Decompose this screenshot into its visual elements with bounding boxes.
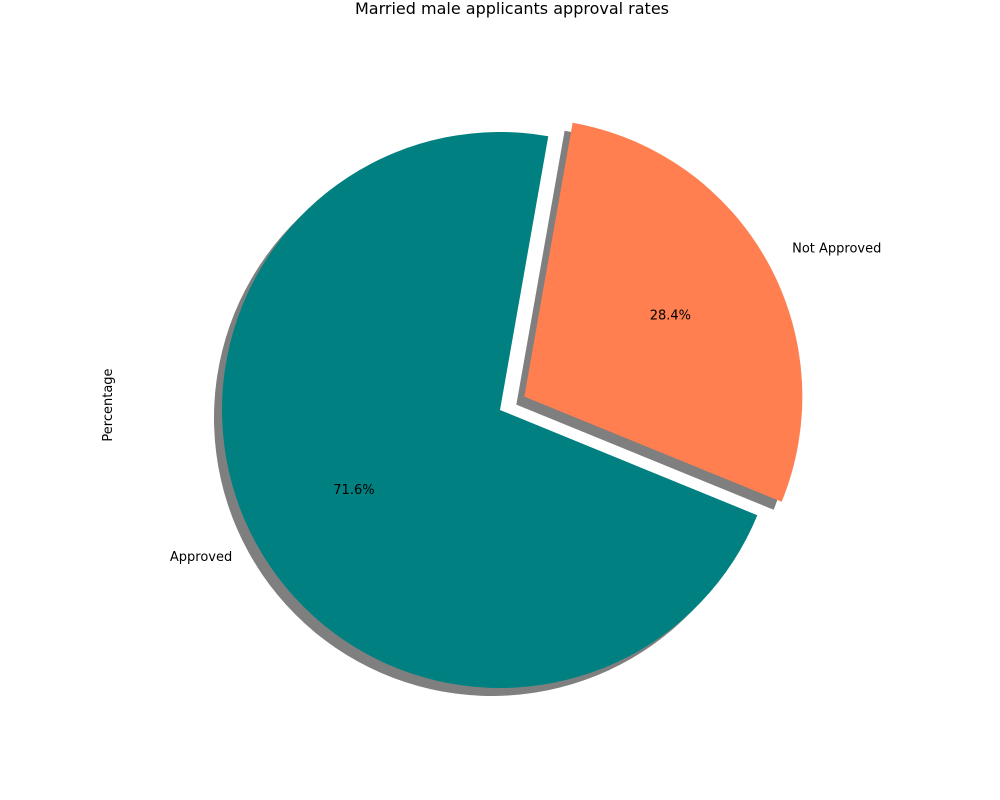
slice-not-approved: [524, 122, 803, 502]
pie-slices: [221, 122, 803, 688]
y-axis-label: Percentage: [101, 368, 116, 441]
chart-title: Married male applicants approval rates: [355, 0, 669, 18]
slice-approved: [221, 132, 758, 688]
slice-label-approved: Approved: [170, 550, 232, 565]
pct-label-not-approved: 28.4%: [650, 309, 691, 324]
slice-label-not-approved: Not Approved: [792, 241, 881, 256]
pct-label-approved: 71.6%: [333, 483, 374, 498]
slice-labels: Approved 71.6% Not Approved 28.4%: [170, 241, 882, 565]
